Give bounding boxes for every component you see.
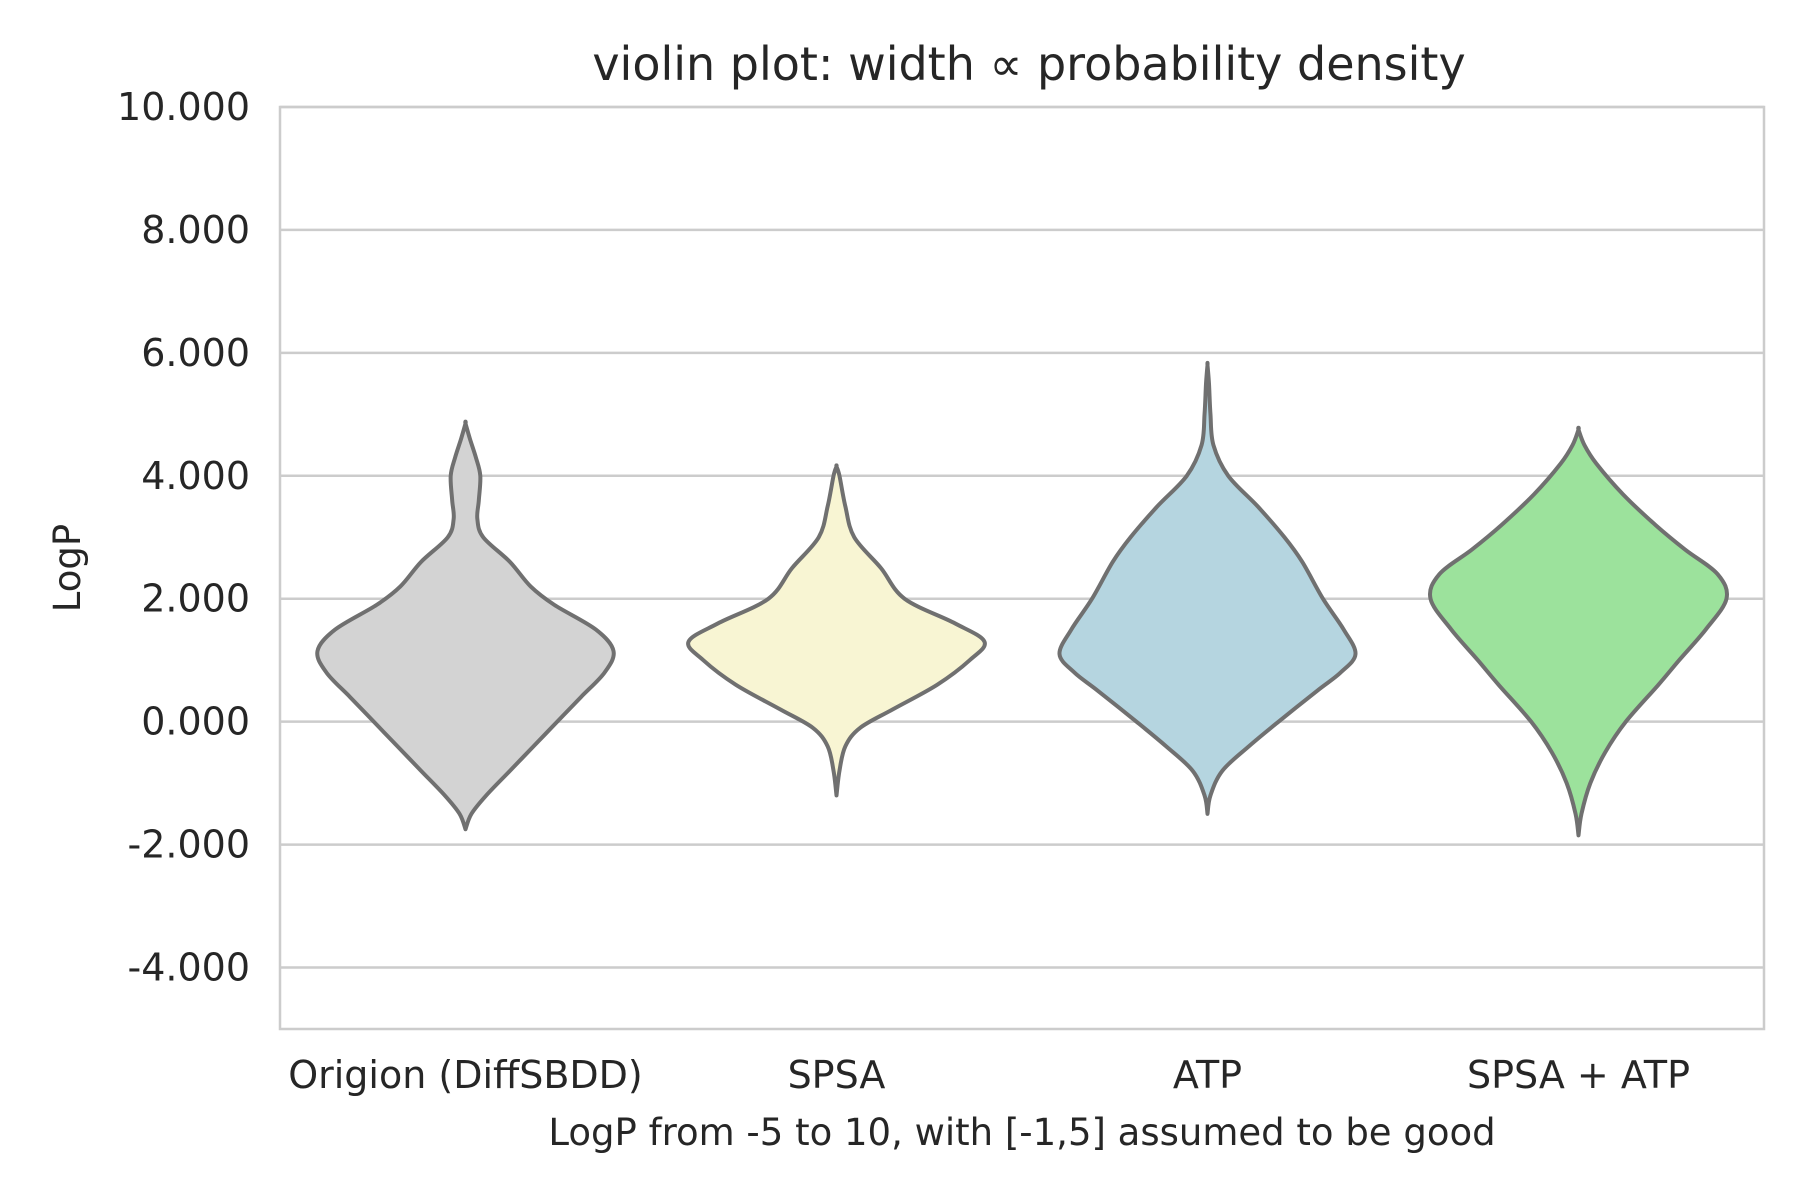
y-tick-label: 8.000 [141,208,250,252]
y-tick-label: -4.000 [128,946,251,990]
y-tick-label: 0.000 [141,700,250,744]
x-tick-label: Origion (DiffSBDD) [288,1053,643,1097]
violin-spsa [686,463,987,798]
chart-title: violin plot: width ∝ probability density [592,37,1465,91]
x-tick-label: ATP [1173,1053,1242,1097]
x-axis-title: LogP from -5 to 10, with [-1,5] assumed … [548,1111,1495,1154]
violin-origion-diffsbdd [315,419,616,832]
violin-spsa-atp [1428,425,1729,838]
y-axis-title: LogP [46,524,89,612]
violins [315,360,1729,838]
violin-atp [1057,360,1358,816]
y-tick-labels: -4.000 -2.000 0.000 2.000 4.000 6.000 8.000 10.… [117,85,250,990]
y-tick-label: 2.000 [141,577,250,621]
plot-frame [278,105,1766,1031]
y-tick-label: 6.000 [141,331,250,375]
y-tick-label: 4.000 [141,454,250,498]
y-tick-label: -2.000 [128,823,251,867]
x-tick-label: SPSA + ATP [1467,1053,1690,1097]
x-tick-label: SPSA [788,1053,886,1097]
y-tick-label: 10.000 [117,85,250,129]
x-tick-labels: Origion (DiffSBDD) SPSA ATP SPSA + ATP [288,1053,1690,1097]
